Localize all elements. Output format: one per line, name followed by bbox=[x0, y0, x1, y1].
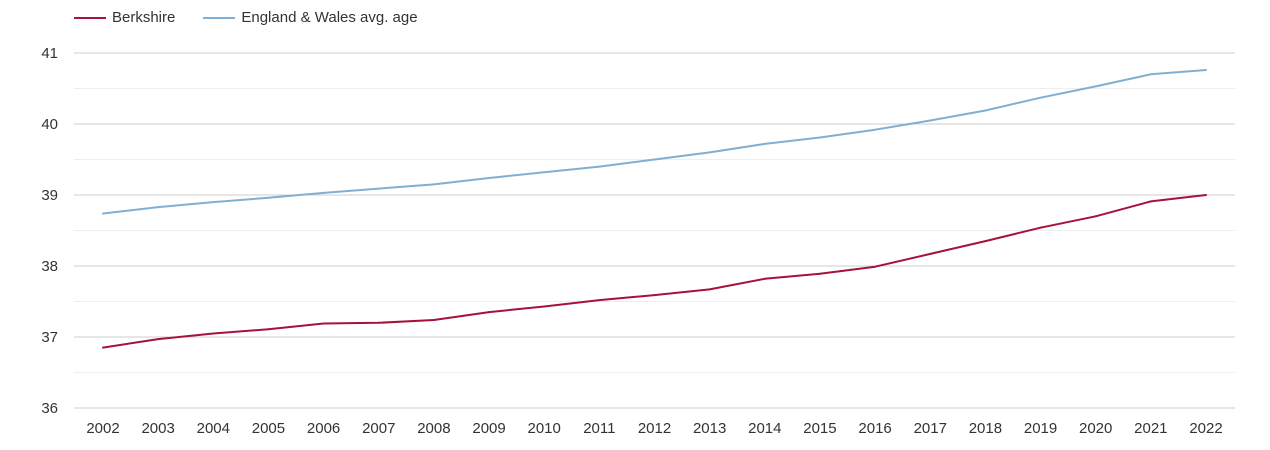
x-tick-label: 2009 bbox=[472, 420, 505, 437]
data-point-berkshire bbox=[488, 311, 491, 314]
data-point-england-wales bbox=[1149, 73, 1152, 76]
data-point-berkshire bbox=[322, 322, 325, 325]
data-point-berkshire bbox=[267, 328, 270, 331]
data-point-berkshire bbox=[1205, 194, 1207, 196]
data-point-england-wales bbox=[708, 151, 711, 154]
series-line-england-wales bbox=[102, 69, 1207, 215]
y-tick-label: 38 bbox=[41, 258, 58, 275]
data-point-berkshire bbox=[1039, 226, 1042, 229]
data-point-england-wales bbox=[488, 176, 491, 179]
x-tick-label: 2003 bbox=[141, 420, 174, 437]
x-tick-label: 2002 bbox=[86, 420, 119, 437]
data-point-england-wales bbox=[377, 187, 380, 190]
data-point-berkshire bbox=[377, 321, 380, 324]
x-tick-label: 2007 bbox=[362, 420, 395, 437]
x-tick-label: 2016 bbox=[858, 420, 891, 437]
data-point-england-wales bbox=[929, 119, 932, 122]
data-point-england-wales bbox=[1205, 69, 1207, 72]
x-tick-label: 2020 bbox=[1079, 420, 1112, 437]
data-point-england-wales bbox=[874, 128, 877, 131]
x-tick-label: 2022 bbox=[1189, 420, 1222, 437]
y-tick-label: 39 bbox=[41, 187, 58, 204]
legend-swatch-england-wales bbox=[203, 16, 236, 19]
x-tick-label: 2005 bbox=[252, 420, 285, 437]
data-point-berkshire bbox=[157, 338, 160, 341]
y-tick-label: 40 bbox=[41, 116, 58, 133]
x-tick-label: 2004 bbox=[197, 420, 230, 437]
data-point-berkshire bbox=[212, 332, 215, 335]
y-tick-label: 41 bbox=[41, 45, 58, 62]
y-tick-label: 37 bbox=[41, 329, 58, 346]
legend: Berkshire England & Wales avg. age bbox=[74, 9, 418, 26]
data-point-england-wales bbox=[818, 136, 821, 139]
data-point-england-wales bbox=[1094, 85, 1097, 88]
data-point-berkshire bbox=[1094, 215, 1097, 218]
data-point-berkshire bbox=[598, 299, 601, 302]
x-tick-label: 2014 bbox=[748, 420, 781, 437]
data-point-berkshire bbox=[1149, 200, 1152, 203]
data-point-berkshire bbox=[543, 305, 546, 308]
x-tick-label: 2008 bbox=[417, 420, 450, 437]
x-tick-label: 2012 bbox=[638, 420, 671, 437]
x-tick-label: 2018 bbox=[969, 420, 1002, 437]
legend-item-england-wales[interactable]: England & Wales avg. age bbox=[203, 9, 418, 26]
data-point-england-wales bbox=[432, 183, 435, 186]
x-tick-label: 2015 bbox=[803, 420, 836, 437]
data-point-england-wales bbox=[598, 165, 601, 168]
x-tick-label: 2019 bbox=[1024, 420, 1057, 437]
data-point-england-wales bbox=[763, 142, 766, 145]
data-point-berkshire bbox=[102, 346, 104, 349]
data-point-england-wales bbox=[102, 212, 104, 215]
data-point-berkshire bbox=[708, 288, 711, 291]
legend-swatch-berkshire bbox=[74, 16, 106, 19]
series-line-berkshire bbox=[102, 194, 1207, 349]
x-tick-label: 2006 bbox=[307, 420, 340, 437]
data-point-england-wales bbox=[267, 196, 270, 199]
legend-label-berkshire: Berkshire bbox=[112, 9, 176, 26]
legend-label-england-wales: England & Wales avg. age bbox=[241, 9, 418, 26]
x-tick-label: 2013 bbox=[693, 420, 726, 437]
legend-item-berkshire[interactable]: Berkshire bbox=[74, 9, 175, 26]
data-point-berkshire bbox=[984, 240, 987, 243]
data-point-berkshire bbox=[653, 294, 656, 297]
data-point-england-wales bbox=[543, 171, 546, 174]
data-point-berkshire bbox=[432, 318, 435, 321]
x-tick-label: 2011 bbox=[583, 420, 615, 437]
data-point-england-wales bbox=[653, 158, 656, 161]
data-point-england-wales bbox=[984, 109, 987, 112]
data-point-england-wales bbox=[1039, 96, 1042, 99]
data-point-berkshire bbox=[818, 272, 821, 275]
x-tick-label: 2017 bbox=[914, 420, 947, 437]
data-point-berkshire bbox=[929, 252, 932, 255]
data-point-england-wales bbox=[322, 191, 325, 194]
data-point-england-wales bbox=[212, 201, 215, 204]
data-point-berkshire bbox=[763, 277, 766, 280]
data-point-berkshire bbox=[874, 265, 877, 268]
x-tick-label: 2021 bbox=[1134, 420, 1167, 437]
data-point-england-wales bbox=[157, 206, 160, 209]
y-tick-label: 36 bbox=[41, 400, 58, 417]
x-tick-label: 2010 bbox=[528, 420, 561, 437]
